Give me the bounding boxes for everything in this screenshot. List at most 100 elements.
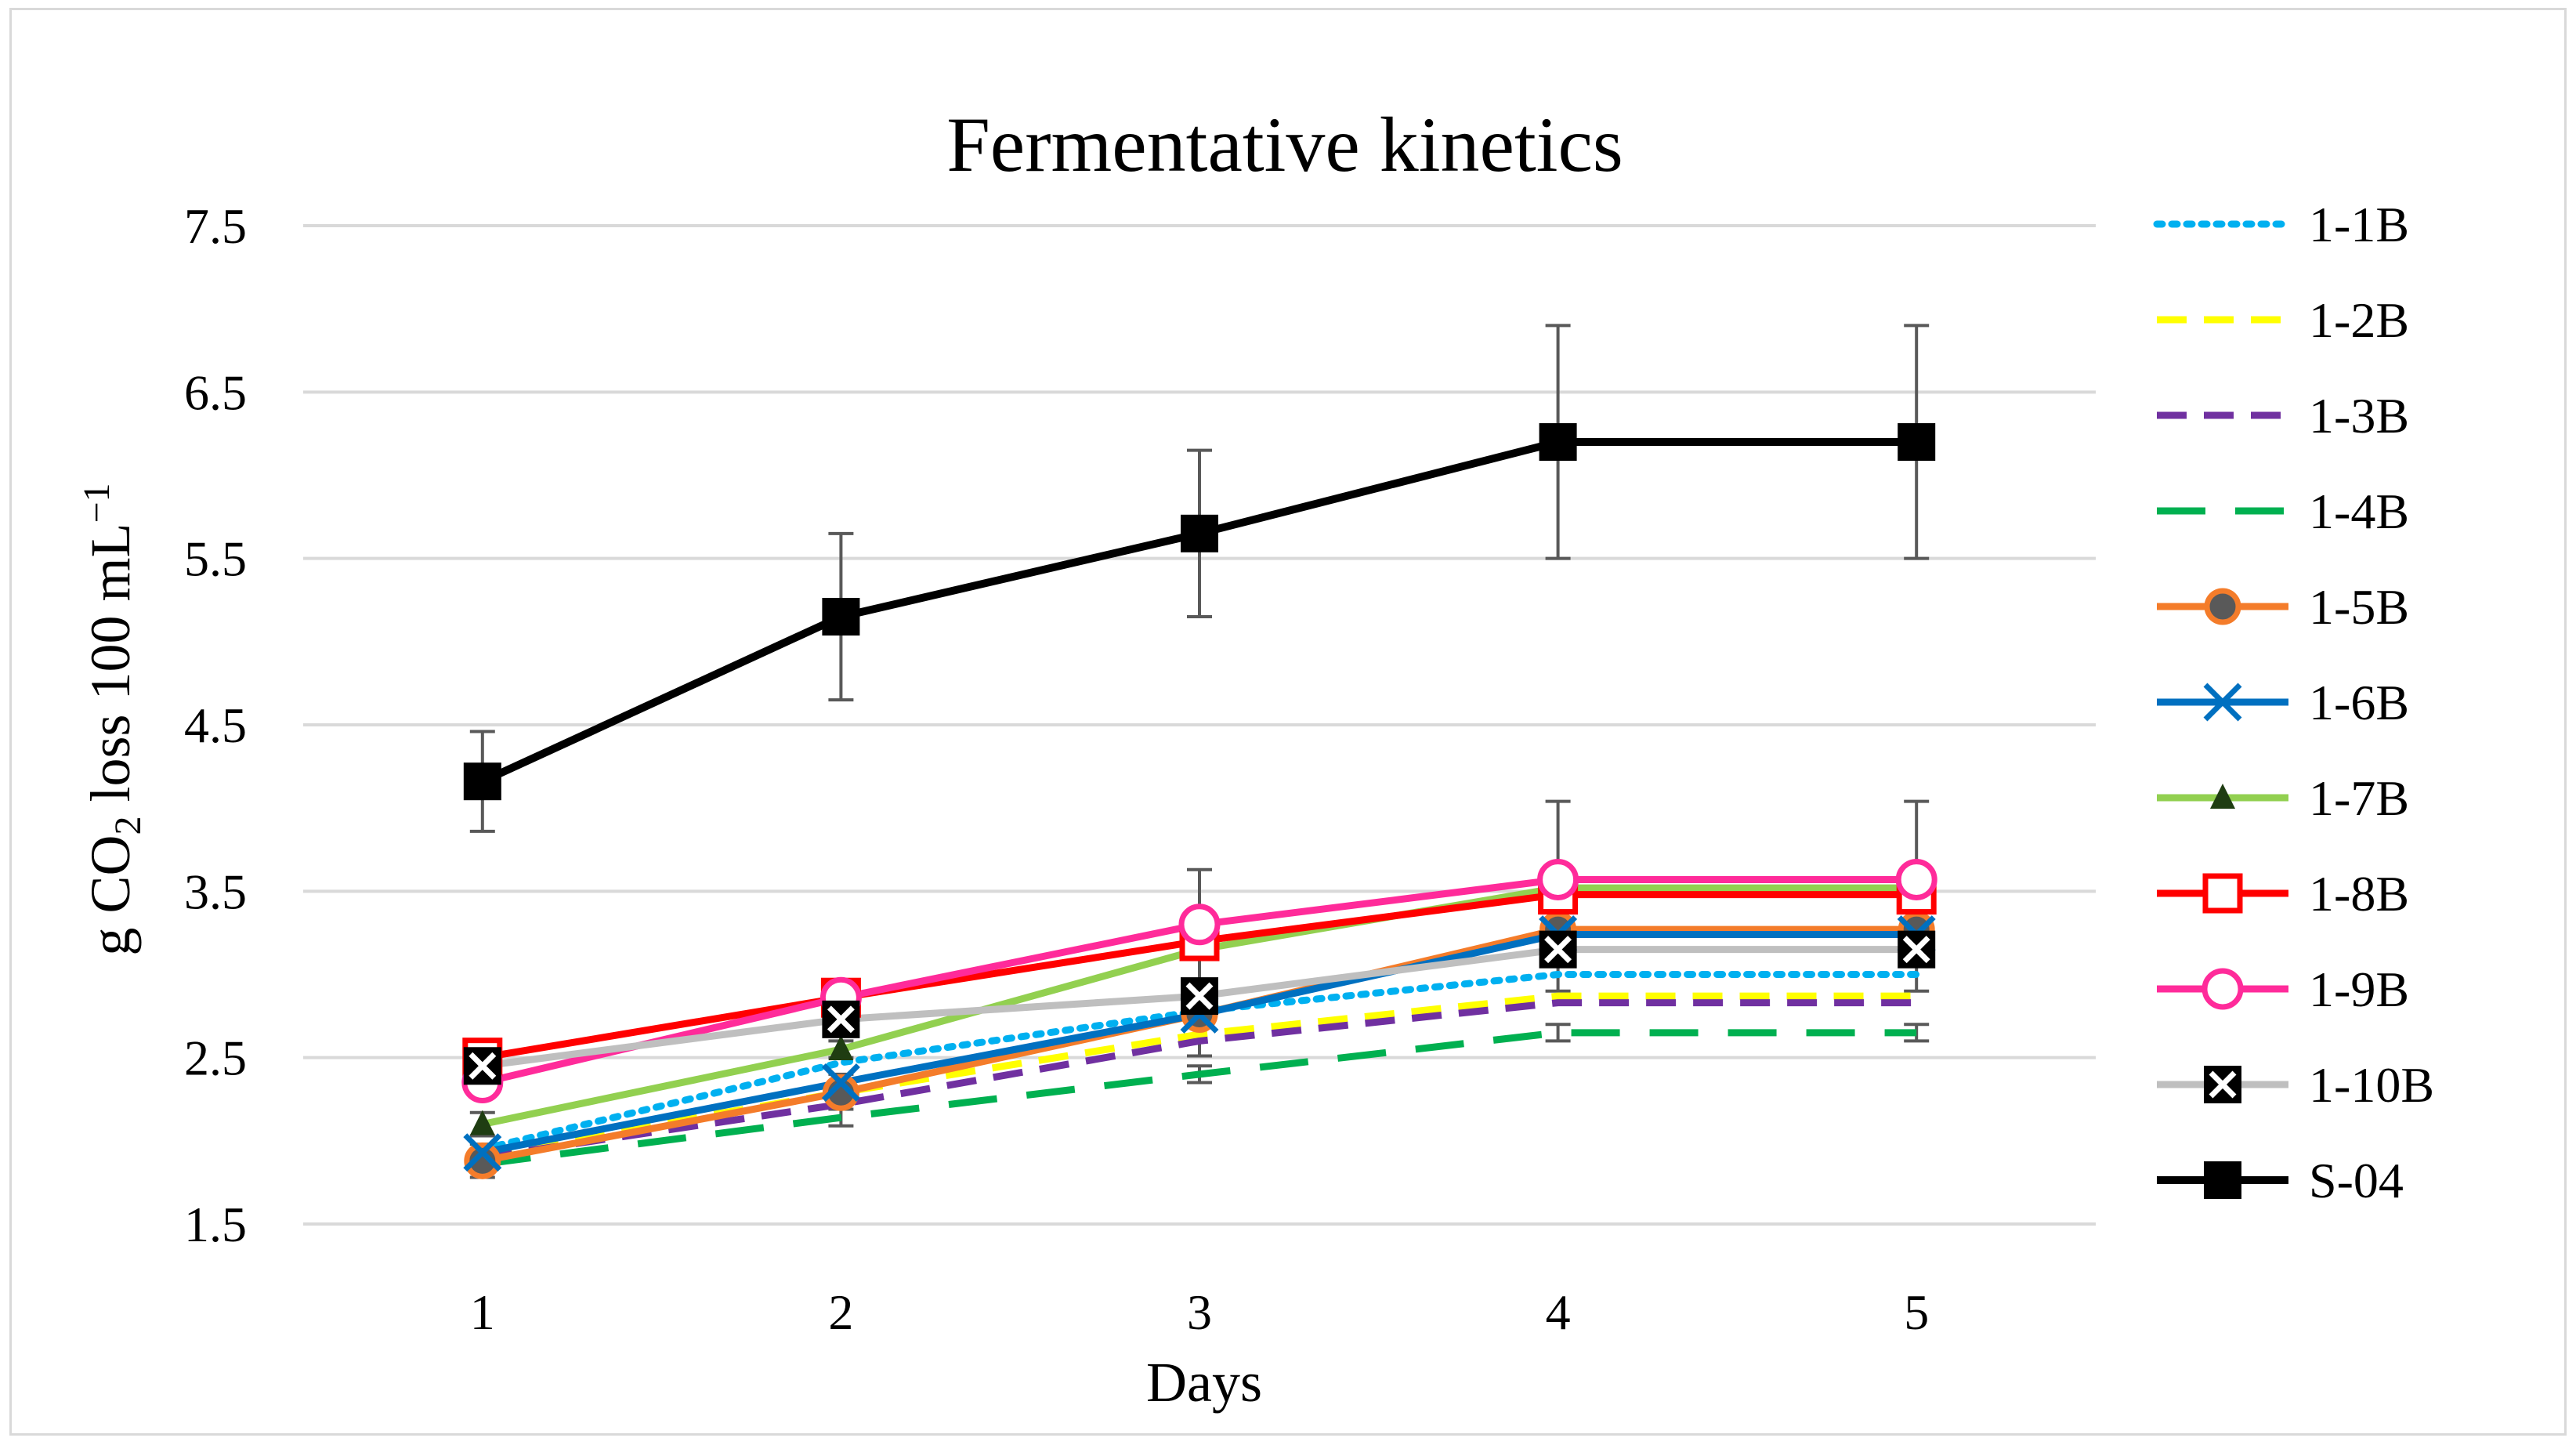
data-point-1-9B (1895, 858, 1937, 900)
legend-label: 1-2B (2309, 292, 2409, 348)
marker-shape (2202, 968, 2244, 1010)
legend-entry: 1-1B (2153, 197, 2409, 252)
data-point-1-7B (828, 1035, 854, 1061)
y-axis-label-subscript: 2 (107, 817, 149, 835)
data-point-1-9B (1178, 904, 1221, 946)
legend-marker (2204, 1161, 2241, 1199)
legend-entry: S-04 (2157, 1153, 2404, 1208)
marker-shape (469, 1052, 497, 1080)
legend-marker (2204, 1066, 2241, 1103)
data-point-1-7B (469, 1110, 495, 1135)
marker-shape (1895, 858, 1937, 900)
x-tick-label: 5 (1904, 1284, 1929, 1340)
marker-shape (2210, 784, 2235, 809)
marker-shape (2209, 1070, 2237, 1099)
legend-marker (2203, 683, 2242, 722)
y-tick-label: 6.5 (184, 364, 247, 420)
legend: 1-1B 1-2B 1-3B 1-4B 1-5B 1-6B 1-7B 1-8B 1-9B 1-10… (2153, 197, 2434, 1208)
legend-label: 1-7B (2309, 770, 2409, 826)
marker-shape (463, 1133, 502, 1172)
legend-label: 1-9B (2309, 962, 2409, 1017)
data-point-1-10B (463, 1047, 501, 1085)
marker-shape (2204, 1161, 2241, 1199)
data-point-1-6B (463, 1133, 502, 1172)
legend-label: 1-1B (2309, 197, 2409, 252)
marker-shape (821, 1063, 860, 1102)
data-point-1-5B (822, 1074, 859, 1111)
data-point-1-10B (1539, 930, 1577, 969)
data-point-1-10B (1181, 977, 1218, 1016)
y-tick-label: 4.5 (184, 697, 247, 753)
data-point-S-04 (1539, 423, 1577, 462)
legend-label: 1-6B (2309, 675, 2409, 730)
series-markers (461, 423, 1937, 1179)
legend-entry: 1-10B (2157, 1057, 2434, 1113)
marker-shape (1539, 423, 1577, 462)
marker-shape (2204, 588, 2241, 625)
legend-label: 1-4B (2309, 483, 2409, 539)
y-axis-label-superscript: −1 (76, 483, 118, 523)
y-tick-label: 5.5 (184, 531, 247, 587)
error-bars (469, 324, 1930, 1179)
error-bar (1545, 1023, 1571, 1043)
axes: 1.5 2.5 3.5 4.5 5.5 6.5 7.5 1 2 3 4 5 (184, 198, 1929, 1340)
legend-label: S-04 (2309, 1153, 2404, 1208)
y-axis-label-suffix: loss 100 mL (79, 523, 142, 817)
legend-entry: 1-8B (2157, 866, 2409, 922)
legend-entry: 1-2B (2157, 292, 2409, 348)
data-point-S-04 (1898, 423, 1936, 462)
legend-entry: 1-4B (2157, 483, 2409, 539)
chart-title: Fermentative kinetics (946, 101, 1623, 188)
legend-marker (2210, 784, 2235, 809)
y-tick-label: 7.5 (184, 198, 247, 254)
marker-shape (1185, 982, 1214, 1010)
marker-shape (1537, 858, 1579, 900)
y-axis-label: g CO2 loss 100 mL−1 (76, 483, 149, 955)
chart: 1.52.53.54.55.56.57.51 2 3 4 5 1-1B1-2B1-3B1… (76, 101, 2434, 1414)
data-point-1-9B (1537, 858, 1579, 900)
legend-marker (2204, 588, 2241, 625)
marker-shape (469, 1110, 495, 1135)
marker-shape (1181, 514, 1218, 552)
legend-entry: 1-5B (2157, 579, 2409, 635)
marker-shape (828, 1035, 854, 1061)
marker-shape (822, 597, 860, 636)
marker-shape (1544, 936, 1572, 964)
data-point-1-10B (1898, 930, 1936, 969)
legend-entry: 1-3B (2157, 388, 2409, 444)
data-point-S-04 (1181, 514, 1218, 552)
legend-entry: 1-9B (2157, 962, 2409, 1017)
marker-shape (464, 1142, 501, 1179)
y-tick-label: 3.5 (184, 864, 247, 919)
legend-label: 1-8B (2309, 866, 2409, 922)
data-point-S-04 (463, 762, 501, 801)
x-tick-label: 4 (1546, 1284, 1571, 1340)
marker-shape (1902, 936, 1930, 964)
legend-label: 1-5B (2309, 579, 2409, 635)
data-point-1-6B (821, 1063, 860, 1102)
legend-marker (2202, 968, 2244, 1010)
chart-frame: 1.5 2.5 3.5 4.5 5.5 6.5 7.5 1 2 3 4 5 1-1B 1-2B 1-3B 1… (9, 8, 2567, 1436)
data-point-S-04 (822, 597, 860, 636)
legend-label: 1-3B (2309, 388, 2409, 444)
legend-entry: 1-6B (2157, 675, 2409, 730)
legend-entry: 1-7B (2157, 770, 2409, 826)
y-tick-label: 1.5 (184, 1197, 247, 1252)
marker-shape (463, 762, 501, 801)
x-tick-label: 1 (470, 1284, 495, 1340)
x-tick-label: 2 (828, 1284, 853, 1340)
marker-shape (2202, 873, 2243, 914)
x-axis-label: Days (1146, 1351, 1262, 1414)
marker-shape (822, 1074, 859, 1111)
marker-shape (2203, 683, 2242, 722)
x-tick-label: 3 (1187, 1284, 1212, 1340)
y-tick-label: 2.5 (184, 1030, 247, 1086)
legend-label: 1-10B (2309, 1057, 2434, 1113)
data-point-1-10B (822, 1000, 860, 1038)
series-line-1-4B (482, 1029, 1917, 1168)
y-axis-label-prefix: g CO (79, 835, 142, 956)
marker-shape (1898, 423, 1936, 462)
legend-marker (2202, 873, 2243, 914)
marker-shape (827, 1005, 855, 1034)
series-line-1-3B (482, 999, 1917, 1161)
